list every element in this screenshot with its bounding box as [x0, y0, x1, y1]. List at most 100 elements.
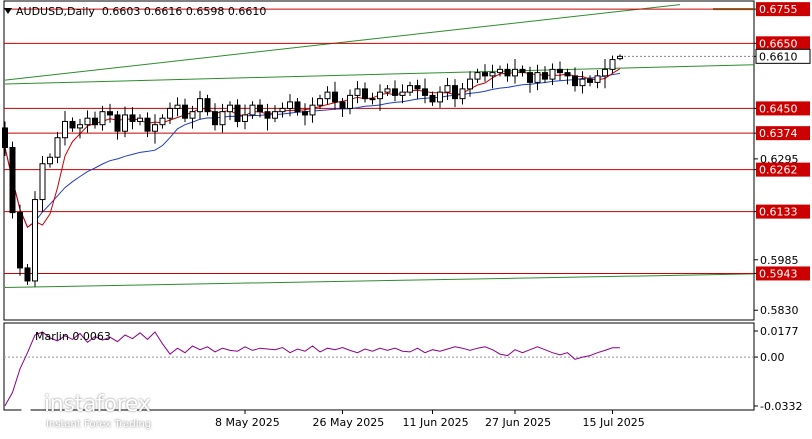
candle-body [452, 85, 458, 100]
candle [204, 94, 211, 116]
y-tick-label: 0.5985 [760, 254, 799, 267]
candle-body [392, 88, 398, 96]
x-tick-label: 8 May 2025 [215, 416, 280, 429]
candle-body [129, 114, 136, 122]
candle-body [39, 163, 46, 201]
candle [197, 90, 203, 120]
candle-body [407, 85, 413, 93]
candle-body [279, 107, 286, 113]
price-panel-frame [3, 0, 755, 321]
candle [287, 94, 293, 117]
candle-body [17, 212, 23, 269]
candle [249, 101, 256, 119]
candle-body [422, 88, 428, 96]
candle-body [617, 55, 623, 60]
level-label: 0.6650 [759, 37, 798, 50]
candle-body [227, 104, 233, 113]
oscillator-panel-frame [3, 322, 755, 411]
candle [167, 102, 173, 125]
candle-body [519, 68, 526, 74]
candle [489, 64, 496, 89]
candle [497, 65, 503, 77]
candle [54, 131, 61, 164]
candle [617, 54, 623, 61]
candle-body [92, 117, 98, 126]
candle [332, 81, 338, 110]
candle-body [369, 98, 376, 101]
candle-body [347, 94, 353, 109]
level-label-box [756, 101, 810, 116]
candle-body [534, 72, 541, 83]
candle-body [99, 111, 106, 126]
candle-body [264, 111, 271, 119]
candle-body [527, 72, 533, 83]
candle-body [182, 104, 188, 119]
candle-body [459, 88, 466, 100]
candle [602, 58, 608, 89]
level-label: 0.6450 [759, 102, 798, 115]
current-price-label: 0.6610 [759, 50, 798, 63]
candle-body [594, 75, 601, 83]
candle-body [497, 68, 503, 74]
osc-tick-label: 0.0177 [760, 325, 799, 338]
candle-body [204, 98, 211, 113]
candle [122, 106, 128, 138]
candle-body [234, 104, 241, 122]
level-label-box [756, 36, 810, 51]
candle-body [219, 111, 226, 126]
candle [159, 114, 166, 129]
y-tick-label: 0.5830 [760, 304, 799, 317]
level-label-box [756, 266, 810, 281]
chart-title: AUDUSD,Daily 0.6603 0.6616 0.6598 0.6610 [4, 5, 266, 18]
candle [129, 107, 136, 130]
candle [182, 98, 188, 123]
osc-tick-label: 0.00 [760, 351, 785, 364]
candle-body [294, 101, 301, 113]
candle [294, 98, 301, 116]
candle [407, 81, 413, 97]
watermark-brand: instaforex [44, 392, 151, 417]
candle [542, 66, 548, 84]
candle-body [107, 111, 113, 116]
candle [114, 111, 121, 140]
candle [279, 102, 286, 118]
candle-body [467, 78, 473, 90]
candle [452, 79, 458, 108]
level-label: 0.6374 [759, 127, 798, 140]
candle [324, 86, 331, 105]
candle [152, 114, 158, 144]
candle [137, 114, 143, 126]
chart-title-text: AUDUSD,Daily 0.6603 0.6616 0.6598 0.6610 [16, 5, 267, 18]
candle [174, 97, 181, 117]
candle [504, 63, 511, 82]
level-label: 0.6133 [759, 206, 798, 219]
x-tick-label: 11 Jun 2025 [403, 416, 469, 429]
candle [557, 61, 563, 81]
candle [437, 86, 443, 108]
candle [39, 155, 46, 212]
candle [414, 79, 421, 100]
channel-line-upper [4, 4, 681, 81]
level-label-box [756, 162, 810, 177]
candle-body [24, 267, 31, 282]
candle [399, 84, 406, 104]
candle [302, 103, 308, 126]
candle-body [482, 72, 488, 77]
candle [309, 97, 316, 123]
candle-body [242, 114, 248, 122]
candle-body [362, 88, 368, 100]
candle [392, 80, 398, 102]
candle-body [572, 75, 578, 87]
candle-body [474, 72, 481, 80]
candle [9, 141, 16, 219]
candle-body [152, 124, 158, 132]
level-label: 0.6262 [759, 164, 798, 177]
candle [257, 99, 263, 118]
candle [69, 117, 76, 132]
candle-body [384, 88, 391, 93]
dropdown-triangle-icon[interactable] [4, 8, 12, 14]
candle-body [2, 127, 8, 148]
x-tick-label: 27 Jun 2025 [485, 416, 551, 429]
candle [482, 64, 488, 82]
